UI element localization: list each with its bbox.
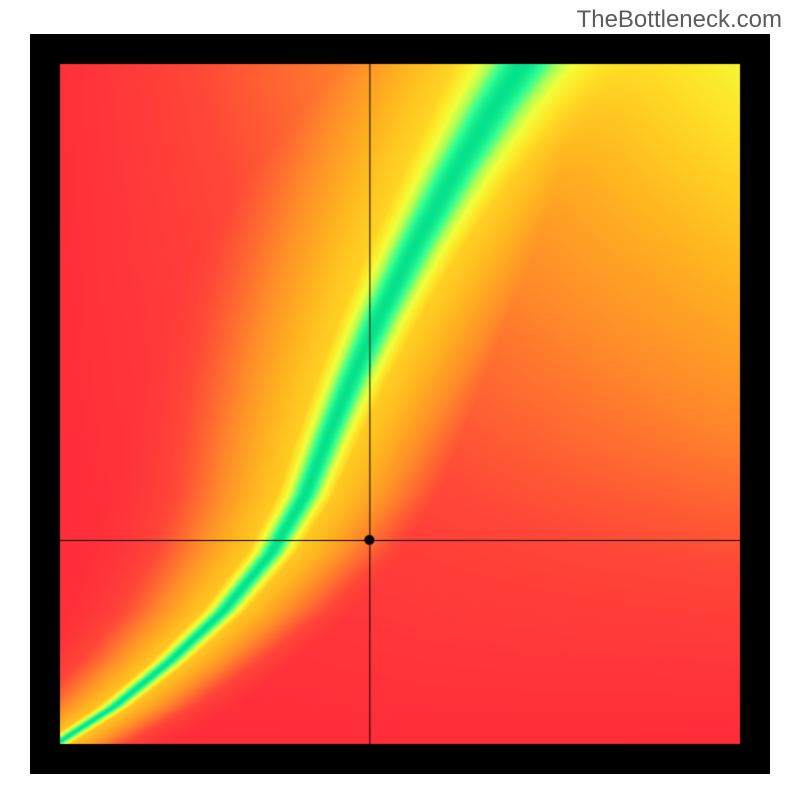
watermark: TheBottleneck.com — [577, 6, 782, 34]
heatmap-canvas — [30, 34, 770, 774]
bottleneck-heatmap — [30, 34, 770, 774]
